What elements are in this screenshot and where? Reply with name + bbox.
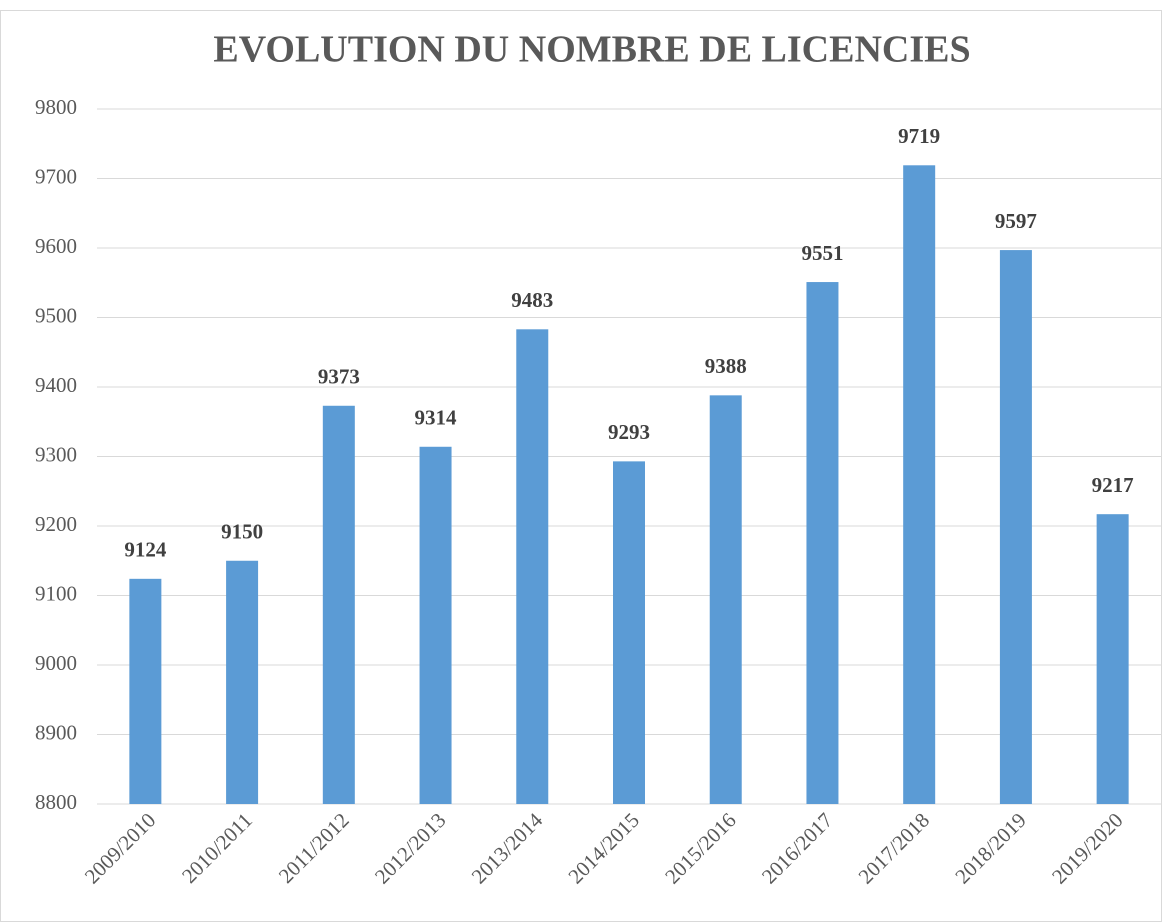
y-tick-label: 9500 (35, 303, 77, 327)
y-tick-label: 9700 (35, 164, 77, 188)
chart-title: EVOLUTION DU NOMBRE DE LICENCIES (213, 29, 970, 71)
bar (1096, 514, 1129, 804)
bar (999, 250, 1032, 804)
data-label: 9293 (608, 420, 650, 444)
y-tick-label: 9300 (35, 442, 77, 466)
y-tick-label: 8900 (35, 720, 77, 744)
data-label: 9373 (318, 365, 360, 389)
data-label: 9150 (221, 520, 263, 544)
data-label: 9551 (801, 241, 843, 265)
y-tick-label: 9400 (35, 373, 77, 397)
data-label: 9217 (1092, 473, 1134, 497)
bar (419, 446, 452, 804)
y-tick-label: 9000 (35, 651, 77, 675)
y-tick-label: 9600 (35, 234, 77, 258)
bar (903, 165, 936, 805)
data-label: 9719 (898, 124, 940, 148)
bar (129, 578, 162, 804)
bar (806, 282, 839, 804)
y-tick-label: 9100 (35, 581, 77, 605)
data-label: 9124 (124, 538, 167, 562)
data-label: 9483 (511, 288, 553, 312)
data-label: 9597 (995, 209, 1037, 233)
y-tick-label: 8800 (35, 790, 77, 814)
data-label: 9388 (705, 354, 747, 378)
bar (709, 395, 742, 804)
y-tick-label: 9800 (35, 95, 77, 119)
bar (516, 329, 549, 804)
y-tick-label: 9200 (35, 512, 77, 536)
chart-border (0, 10, 1162, 922)
bar (613, 461, 645, 804)
data-label: 9314 (415, 406, 458, 430)
bar (322, 405, 355, 804)
bar (226, 560, 259, 804)
